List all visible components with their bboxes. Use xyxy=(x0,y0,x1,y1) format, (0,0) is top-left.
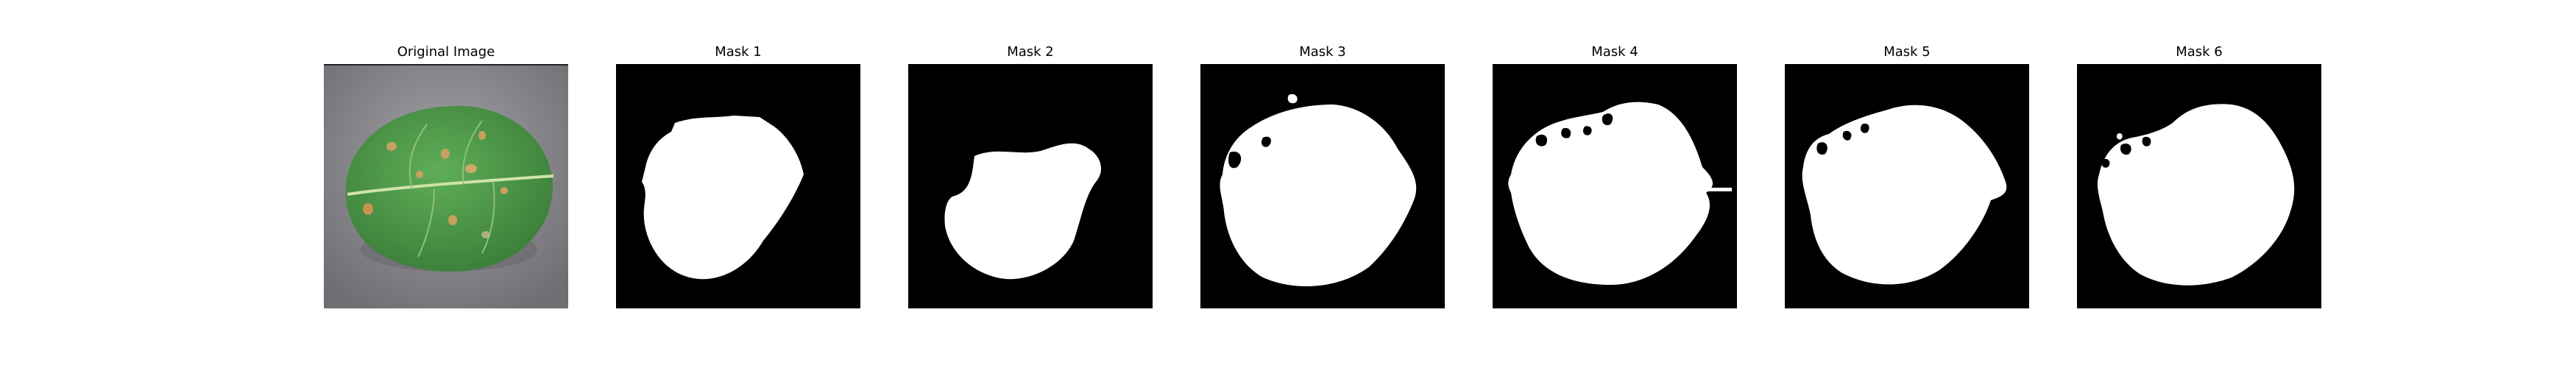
mask-image xyxy=(1785,64,2029,308)
panel-title: Mask 3 xyxy=(1299,44,1346,60)
panel-title: Mask 1 xyxy=(715,44,762,60)
mask-image xyxy=(2077,64,2321,308)
panel-original-image: Original Image xyxy=(324,44,568,311)
leaf-image xyxy=(324,66,568,308)
panel-title: Original Image xyxy=(397,44,495,60)
binary-mask-image xyxy=(1220,93,1417,286)
binary-mask-image xyxy=(642,116,804,280)
mask-image xyxy=(616,64,860,308)
binary-mask-image xyxy=(1508,102,1732,285)
binary-mask-image xyxy=(1802,105,2007,285)
panel-title: Mask 5 xyxy=(1883,44,1931,60)
binary-mask-image xyxy=(2097,104,2295,286)
binary-mask-image xyxy=(944,143,1102,280)
panel-title: Mask 6 xyxy=(2176,44,2223,60)
mask-image xyxy=(908,64,1153,308)
panel-title: Mask 4 xyxy=(1591,44,1638,60)
panel-mask-2: Mask 2 xyxy=(908,44,1153,311)
original-image xyxy=(324,64,568,308)
panel-title: Mask 2 xyxy=(1007,44,1054,60)
panel-mask-6: Mask 6 xyxy=(2077,44,2321,311)
panel-mask-4: Mask 4 xyxy=(1493,44,1737,311)
mask-image xyxy=(1200,64,1445,308)
panel-mask-5: Mask 5 xyxy=(1785,44,2029,311)
panel-mask-1: Mask 1 xyxy=(616,44,860,311)
panel-mask-3: Mask 3 xyxy=(1200,44,1445,311)
mask-image xyxy=(1493,64,1737,308)
